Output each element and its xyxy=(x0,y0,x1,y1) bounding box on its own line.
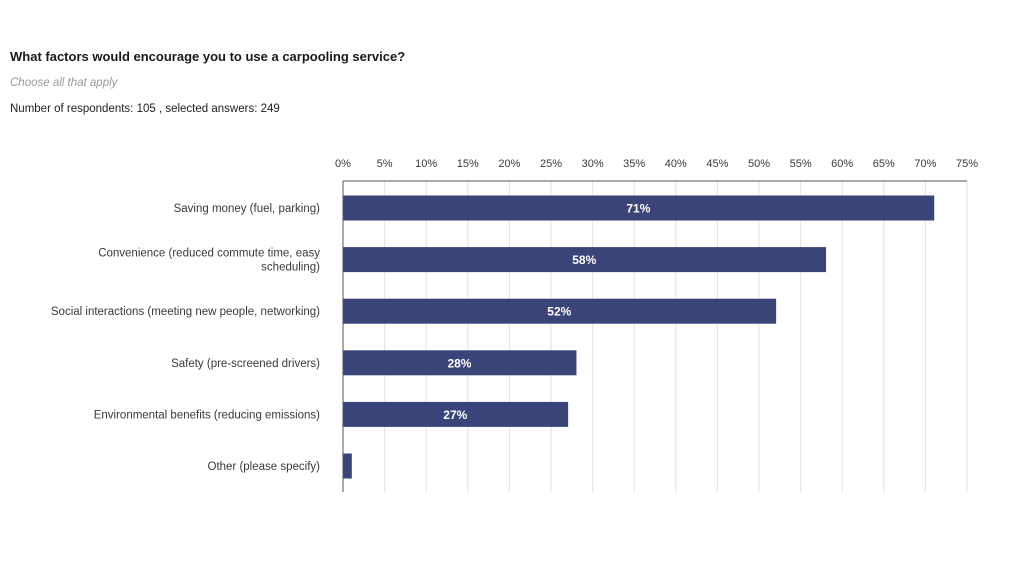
bar-value-label: 28% xyxy=(447,356,471,370)
question-title: What factors would encourage you to use … xyxy=(10,49,406,64)
category-label: Saving money (fuel, parking) xyxy=(174,203,321,215)
x-tick-label: 20% xyxy=(498,158,520,170)
bar xyxy=(343,453,352,479)
x-tick-label: 45% xyxy=(706,158,728,170)
question-hint: Choose all that apply xyxy=(10,77,118,89)
bar-value-label: 27% xyxy=(443,408,467,422)
x-tick-label: 35% xyxy=(623,158,645,170)
bar xyxy=(343,195,935,221)
survey-header: What factors would encourage you to use … xyxy=(10,48,710,116)
x-tick-label: 25% xyxy=(540,158,562,170)
bar-value-label: 71% xyxy=(626,202,650,216)
x-tick-label: 60% xyxy=(831,158,853,170)
category-label: Safety (pre-screened drivers) xyxy=(171,358,320,370)
category-label: Environmental benefits (reducing emissio… xyxy=(94,409,320,421)
category-label: Other (please specify) xyxy=(208,461,321,473)
x-tick-label: 15% xyxy=(457,158,479,170)
x-tick-label: 65% xyxy=(873,158,895,170)
x-tick-label: 40% xyxy=(665,158,687,170)
x-tick-label: 75% xyxy=(956,158,978,170)
category-label: Social interactions (meeting new people,… xyxy=(51,306,320,318)
bar xyxy=(343,247,827,273)
x-tick-label: 50% xyxy=(748,158,770,170)
respondent-stats: Number of respondents: 105 , selected an… xyxy=(10,103,280,115)
category-label: scheduling) xyxy=(261,262,320,274)
x-tick-label: 5% xyxy=(377,158,393,170)
x-tick-label: 0% xyxy=(335,158,351,170)
bar xyxy=(343,350,577,376)
bar xyxy=(343,298,777,324)
x-tick-label: 10% xyxy=(415,158,437,170)
category-label: Convenience (reduced commute time, easy xyxy=(98,248,320,260)
bar-value-label: 58% xyxy=(572,253,596,267)
bar xyxy=(343,401,569,427)
x-tick-label: 30% xyxy=(582,158,604,170)
bar-value-label: 52% xyxy=(547,305,571,319)
x-tick-label: 70% xyxy=(914,158,936,170)
x-tick-label: 55% xyxy=(790,158,812,170)
